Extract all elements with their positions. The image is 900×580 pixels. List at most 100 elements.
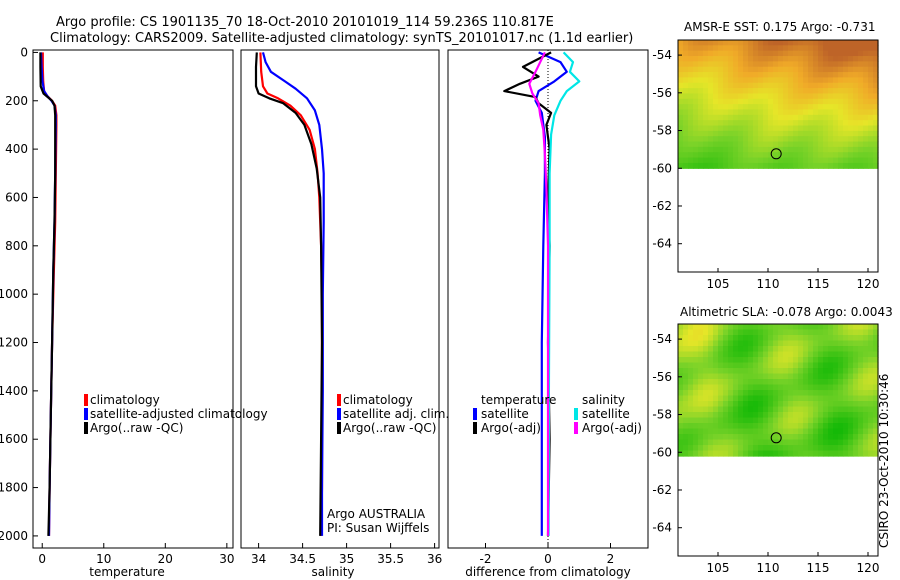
heatmap-cell: [703, 82, 709, 89]
heatmap-cell: [843, 141, 849, 148]
heatmap-cell: [858, 401, 864, 408]
heatmap-cell: [693, 423, 699, 430]
heatmap-cell: [703, 93, 709, 100]
heatmap-cell: [718, 379, 724, 386]
heatmap-cell: [838, 98, 844, 105]
heatmap-cell: [743, 406, 749, 413]
heatmap-cell: [768, 50, 774, 57]
heatmap-cell: [738, 125, 744, 132]
heatmap-cell: [713, 329, 719, 336]
heatmap-cell: [743, 390, 749, 397]
heatmap-cell: [738, 445, 744, 452]
heatmap-cell: [698, 56, 704, 62]
heatmap-cell: [713, 77, 719, 84]
heatmap-cell: [758, 152, 764, 159]
heatmap-cell: [698, 335, 704, 342]
heatmap-cell: [833, 417, 839, 424]
heatmap-cell: [708, 406, 714, 413]
heatmap-cell: [683, 401, 689, 408]
heatmap-cell: [793, 401, 799, 408]
heatmap-cell: [763, 351, 769, 358]
heatmap-cell: [723, 125, 729, 132]
heatmap-cell: [703, 146, 709, 153]
heatmap-cell: [688, 114, 694, 121]
heatmap-cell: [778, 130, 784, 137]
heatmap-cell: [698, 340, 704, 347]
heatmap-cell: [858, 157, 864, 164]
heatmap-cell: [868, 93, 874, 100]
latitude-tick-label: -54: [652, 48, 672, 62]
temperature-tick-label: 20: [158, 552, 173, 566]
heatmap-cell: [788, 362, 794, 369]
heatmap-cell: [733, 125, 739, 132]
heatmap-cell: [838, 412, 844, 419]
heatmap-cell: [698, 136, 704, 143]
heatmap-cell: [818, 428, 824, 435]
heatmap-cell: [758, 395, 764, 402]
heatmap-cell: [778, 340, 784, 347]
heatmap-cell: [723, 93, 729, 100]
heatmap-cell: [873, 329, 879, 336]
heatmap-cell: [868, 335, 874, 342]
heatmap-cell: [713, 417, 719, 424]
heatmap-cell: [758, 72, 764, 79]
heatmap-cell: [758, 357, 764, 364]
heatmap-cell: [753, 373, 759, 380]
heatmap-cell: [733, 395, 739, 402]
heatmap-cell: [683, 412, 689, 419]
heatmap-cell: [768, 373, 774, 380]
heatmap-cell: [828, 82, 834, 89]
heatmap-cell: [778, 357, 784, 364]
heatmap-cell: [788, 329, 794, 336]
heatmap-cell: [698, 346, 704, 353]
salinity-tick-label: 34: [251, 552, 266, 566]
heatmap-cell: [708, 373, 714, 380]
heatmap-cell: [708, 77, 714, 84]
heatmap-cell: [833, 379, 839, 386]
heatmap-cell: [823, 346, 829, 353]
heatmap-cell: [688, 439, 694, 446]
latitude-tick-label: -58: [652, 124, 672, 138]
heatmap-cell: [688, 450, 694, 457]
heatmap-cell: [803, 136, 809, 143]
heatmap-cell: [753, 40, 759, 46]
heatmap-cell: [743, 77, 749, 84]
heatmap-cell: [698, 384, 704, 391]
heatmap-cell: [683, 434, 689, 441]
heatmap-cell: [853, 368, 859, 375]
heatmap-cell: [733, 368, 739, 375]
heatmap-cell: [723, 114, 729, 121]
heatmap-cell: [848, 412, 854, 419]
heatmap-cell: [723, 146, 729, 153]
heatmap-cell: [858, 351, 864, 358]
heatmap-cell: [853, 104, 859, 111]
heatmap-cell: [718, 445, 724, 452]
heatmap-cell: [818, 368, 824, 375]
heatmap-cell: [813, 162, 819, 169]
heatmap-cell: [728, 324, 734, 331]
heatmap-cell: [723, 136, 729, 143]
heatmap-cell: [738, 109, 744, 116]
latitude-tick-label: -56: [652, 86, 672, 100]
heatmap-cell: [788, 428, 794, 435]
heatmap-cell: [713, 88, 719, 95]
salinity-tick-label: 35: [339, 552, 354, 566]
heatmap-cell: [743, 351, 749, 358]
heatmap-cell: [753, 61, 759, 68]
salinity-axes-frame: [240, 49, 440, 549]
heatmap-cell: [718, 423, 724, 430]
heatmap-cell: [813, 45, 819, 52]
heatmap-cell: [843, 428, 849, 435]
heatmap-cell: [728, 351, 734, 358]
heatmap-cell: [808, 434, 814, 441]
heatmap-cell: [708, 109, 714, 116]
heatmap-cell: [853, 61, 859, 68]
depth-tick-label: 1800: [0, 481, 28, 495]
heatmap-cell: [683, 445, 689, 452]
heatmap-cell: [688, 109, 694, 116]
sst-map-panel: AMSR-E SST: 0.175 Argo: -0.731 -54-56-58…: [652, 20, 879, 291]
heatmap-cell: [683, 40, 689, 46]
heatmap-cell: [838, 77, 844, 84]
heatmap-cell: [793, 61, 799, 68]
